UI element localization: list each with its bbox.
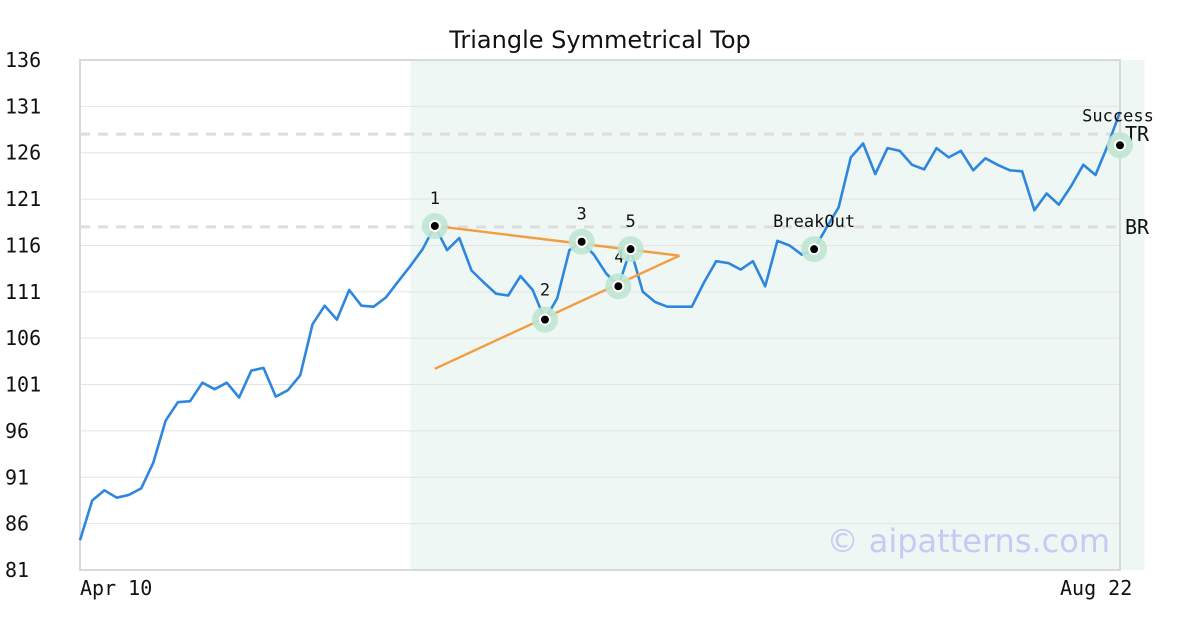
- y-tick-label: 106: [5, 326, 41, 350]
- y-tick-label: 81: [5, 558, 29, 582]
- x-tick-label: Aug 22: [1060, 576, 1132, 600]
- plot-frame: [79, 59, 1121, 571]
- y-tick-label: 96: [5, 419, 29, 443]
- point-marker: [538, 313, 551, 326]
- y-tick-label: 116: [5, 233, 41, 257]
- point-marker: [428, 219, 441, 232]
- price-line: [78, 111, 1122, 541]
- triangle-line-lower: [434, 254, 681, 370]
- level-label-br: BR: [1125, 215, 1150, 239]
- point-label: 3: [577, 205, 587, 225]
- point-label: Success: [1082, 106, 1154, 126]
- point-marker: [624, 243, 637, 256]
- y-tick-label: 101: [5, 373, 41, 397]
- point-label: 2: [540, 281, 550, 301]
- y-tick-label: 131: [5, 94, 41, 118]
- x-tick-label: Apr 10: [80, 576, 152, 600]
- point-label: 1: [430, 189, 440, 209]
- point-marker: [575, 235, 588, 248]
- plot-area: 81 86 91 96 101 106 111 116 121 126 131 136 Apr 10 Au…: [5, 48, 1154, 600]
- watermark: © aipatterns.com: [827, 522, 1110, 560]
- y-tick-label: 121: [5, 187, 41, 211]
- y-tick-label: 126: [5, 141, 41, 165]
- y-tick-label: 86: [5, 512, 29, 536]
- point-marker: [612, 280, 625, 293]
- y-tick-label: 136: [5, 48, 41, 72]
- point-marker: [808, 243, 821, 256]
- chart-title: Triangle Symmetrical Top: [448, 26, 751, 54]
- point-label: 5: [625, 212, 635, 232]
- y-tick-label: 111: [5, 280, 41, 304]
- point-label: BreakOut: [773, 212, 855, 232]
- point-marker: [1114, 139, 1126, 152]
- y-tick-label: 91: [5, 465, 29, 489]
- pattern-region: [410, 60, 1145, 570]
- point-label: 4: [614, 247, 624, 267]
